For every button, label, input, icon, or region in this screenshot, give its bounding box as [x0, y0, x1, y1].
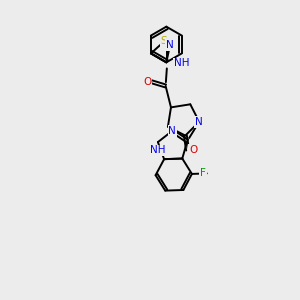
- Text: NH: NH: [150, 146, 166, 155]
- Text: O: O: [143, 76, 151, 86]
- Text: N: N: [166, 40, 174, 50]
- Text: S: S: [161, 37, 167, 46]
- Text: F: F: [200, 168, 206, 178]
- Text: N: N: [168, 126, 176, 136]
- Text: O: O: [189, 145, 197, 155]
- Text: N: N: [195, 117, 203, 127]
- Text: NH: NH: [174, 58, 189, 68]
